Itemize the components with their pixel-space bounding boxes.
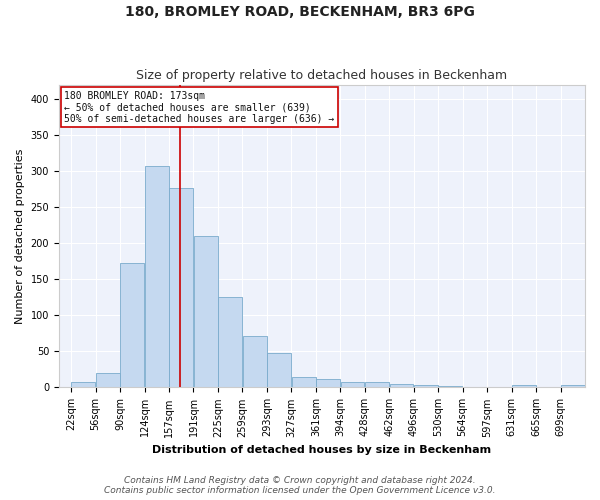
Bar xyxy=(267,353,291,388)
Bar xyxy=(316,379,340,388)
Bar xyxy=(512,386,536,388)
Bar xyxy=(439,386,463,388)
Bar xyxy=(389,384,413,388)
Bar xyxy=(414,386,438,388)
Text: Contains HM Land Registry data © Crown copyright and database right 2024.
Contai: Contains HM Land Registry data © Crown c… xyxy=(104,476,496,495)
Title: Size of property relative to detached houses in Beckenham: Size of property relative to detached ho… xyxy=(136,69,508,82)
Bar xyxy=(145,166,169,388)
Y-axis label: Number of detached properties: Number of detached properties xyxy=(15,148,25,324)
Bar xyxy=(121,264,144,388)
Text: 180, BROMLEY ROAD, BECKENHAM, BR3 6PG: 180, BROMLEY ROAD, BECKENHAM, BR3 6PG xyxy=(125,5,475,19)
X-axis label: Distribution of detached houses by size in Beckenham: Distribution of detached houses by size … xyxy=(152,445,491,455)
Text: 180 BROMLEY ROAD: 173sqm
← 50% of detached houses are smaller (639)
50% of semi-: 180 BROMLEY ROAD: 173sqm ← 50% of detach… xyxy=(64,90,334,124)
Bar xyxy=(243,336,266,388)
Bar xyxy=(71,382,95,388)
Bar xyxy=(292,378,316,388)
Bar xyxy=(194,236,218,388)
Bar xyxy=(463,386,487,388)
Bar xyxy=(561,384,585,388)
Bar xyxy=(169,188,193,388)
Bar xyxy=(365,382,389,388)
Bar xyxy=(341,382,364,388)
Bar xyxy=(96,373,120,388)
Bar xyxy=(218,298,242,388)
